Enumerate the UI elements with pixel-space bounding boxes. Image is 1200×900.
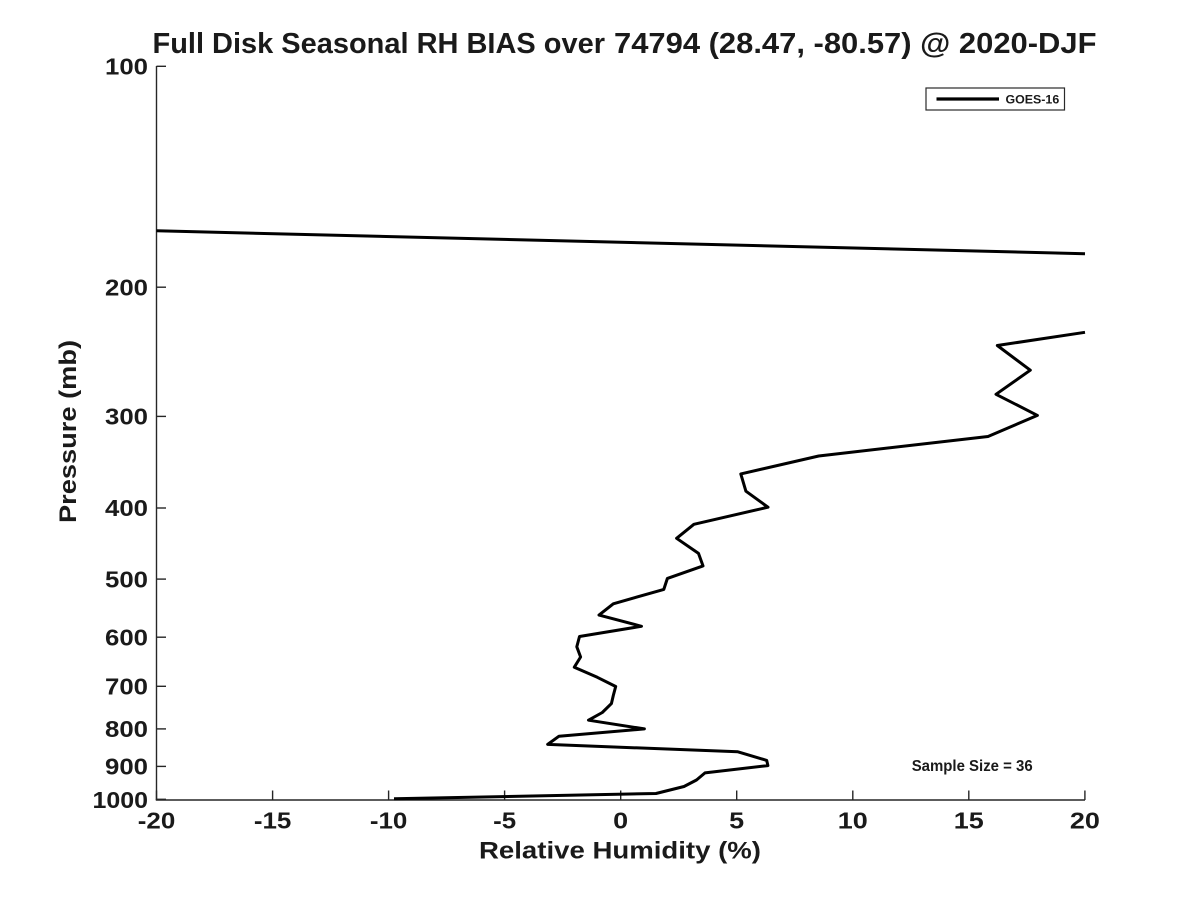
svg-text:900: 900 bbox=[105, 754, 148, 780]
svg-text:1000: 1000 bbox=[93, 787, 149, 813]
svg-text:-15: -15 bbox=[254, 807, 292, 833]
svg-text:400: 400 bbox=[105, 495, 148, 521]
svg-text:10: 10 bbox=[838, 807, 868, 833]
svg-text:500: 500 bbox=[105, 566, 148, 592]
svg-text:20: 20 bbox=[1070, 807, 1100, 833]
svg-text:700: 700 bbox=[105, 674, 148, 700]
svg-text:Pressure (mb): Pressure (mb) bbox=[55, 340, 82, 523]
svg-text:Sample Size = 36: Sample Size = 36 bbox=[912, 758, 1033, 775]
svg-text:Relative Humidity (%): Relative Humidity (%) bbox=[479, 838, 761, 865]
svg-text:300: 300 bbox=[105, 404, 148, 430]
svg-text:74794 (28.47, -80.57) @ 2020-D: 74794 (28.47, -80.57) @ 2020-DJF bbox=[614, 28, 1097, 60]
svg-text:-10: -10 bbox=[370, 807, 408, 833]
svg-text:600: 600 bbox=[105, 624, 148, 650]
svg-text:5: 5 bbox=[729, 807, 744, 833]
svg-text:100: 100 bbox=[105, 54, 148, 80]
svg-text:800: 800 bbox=[105, 716, 148, 742]
svg-text:-5: -5 bbox=[493, 807, 516, 833]
svg-text:200: 200 bbox=[105, 274, 148, 300]
svg-text:-20: -20 bbox=[138, 807, 176, 833]
svg-text:0: 0 bbox=[613, 807, 628, 833]
svg-text:Full Disk Seasonal RH BIAS ove: Full Disk Seasonal RH BIAS over bbox=[153, 28, 606, 60]
svg-text:15: 15 bbox=[954, 807, 984, 833]
svg-text:GOES-16: GOES-16 bbox=[1006, 93, 1060, 107]
